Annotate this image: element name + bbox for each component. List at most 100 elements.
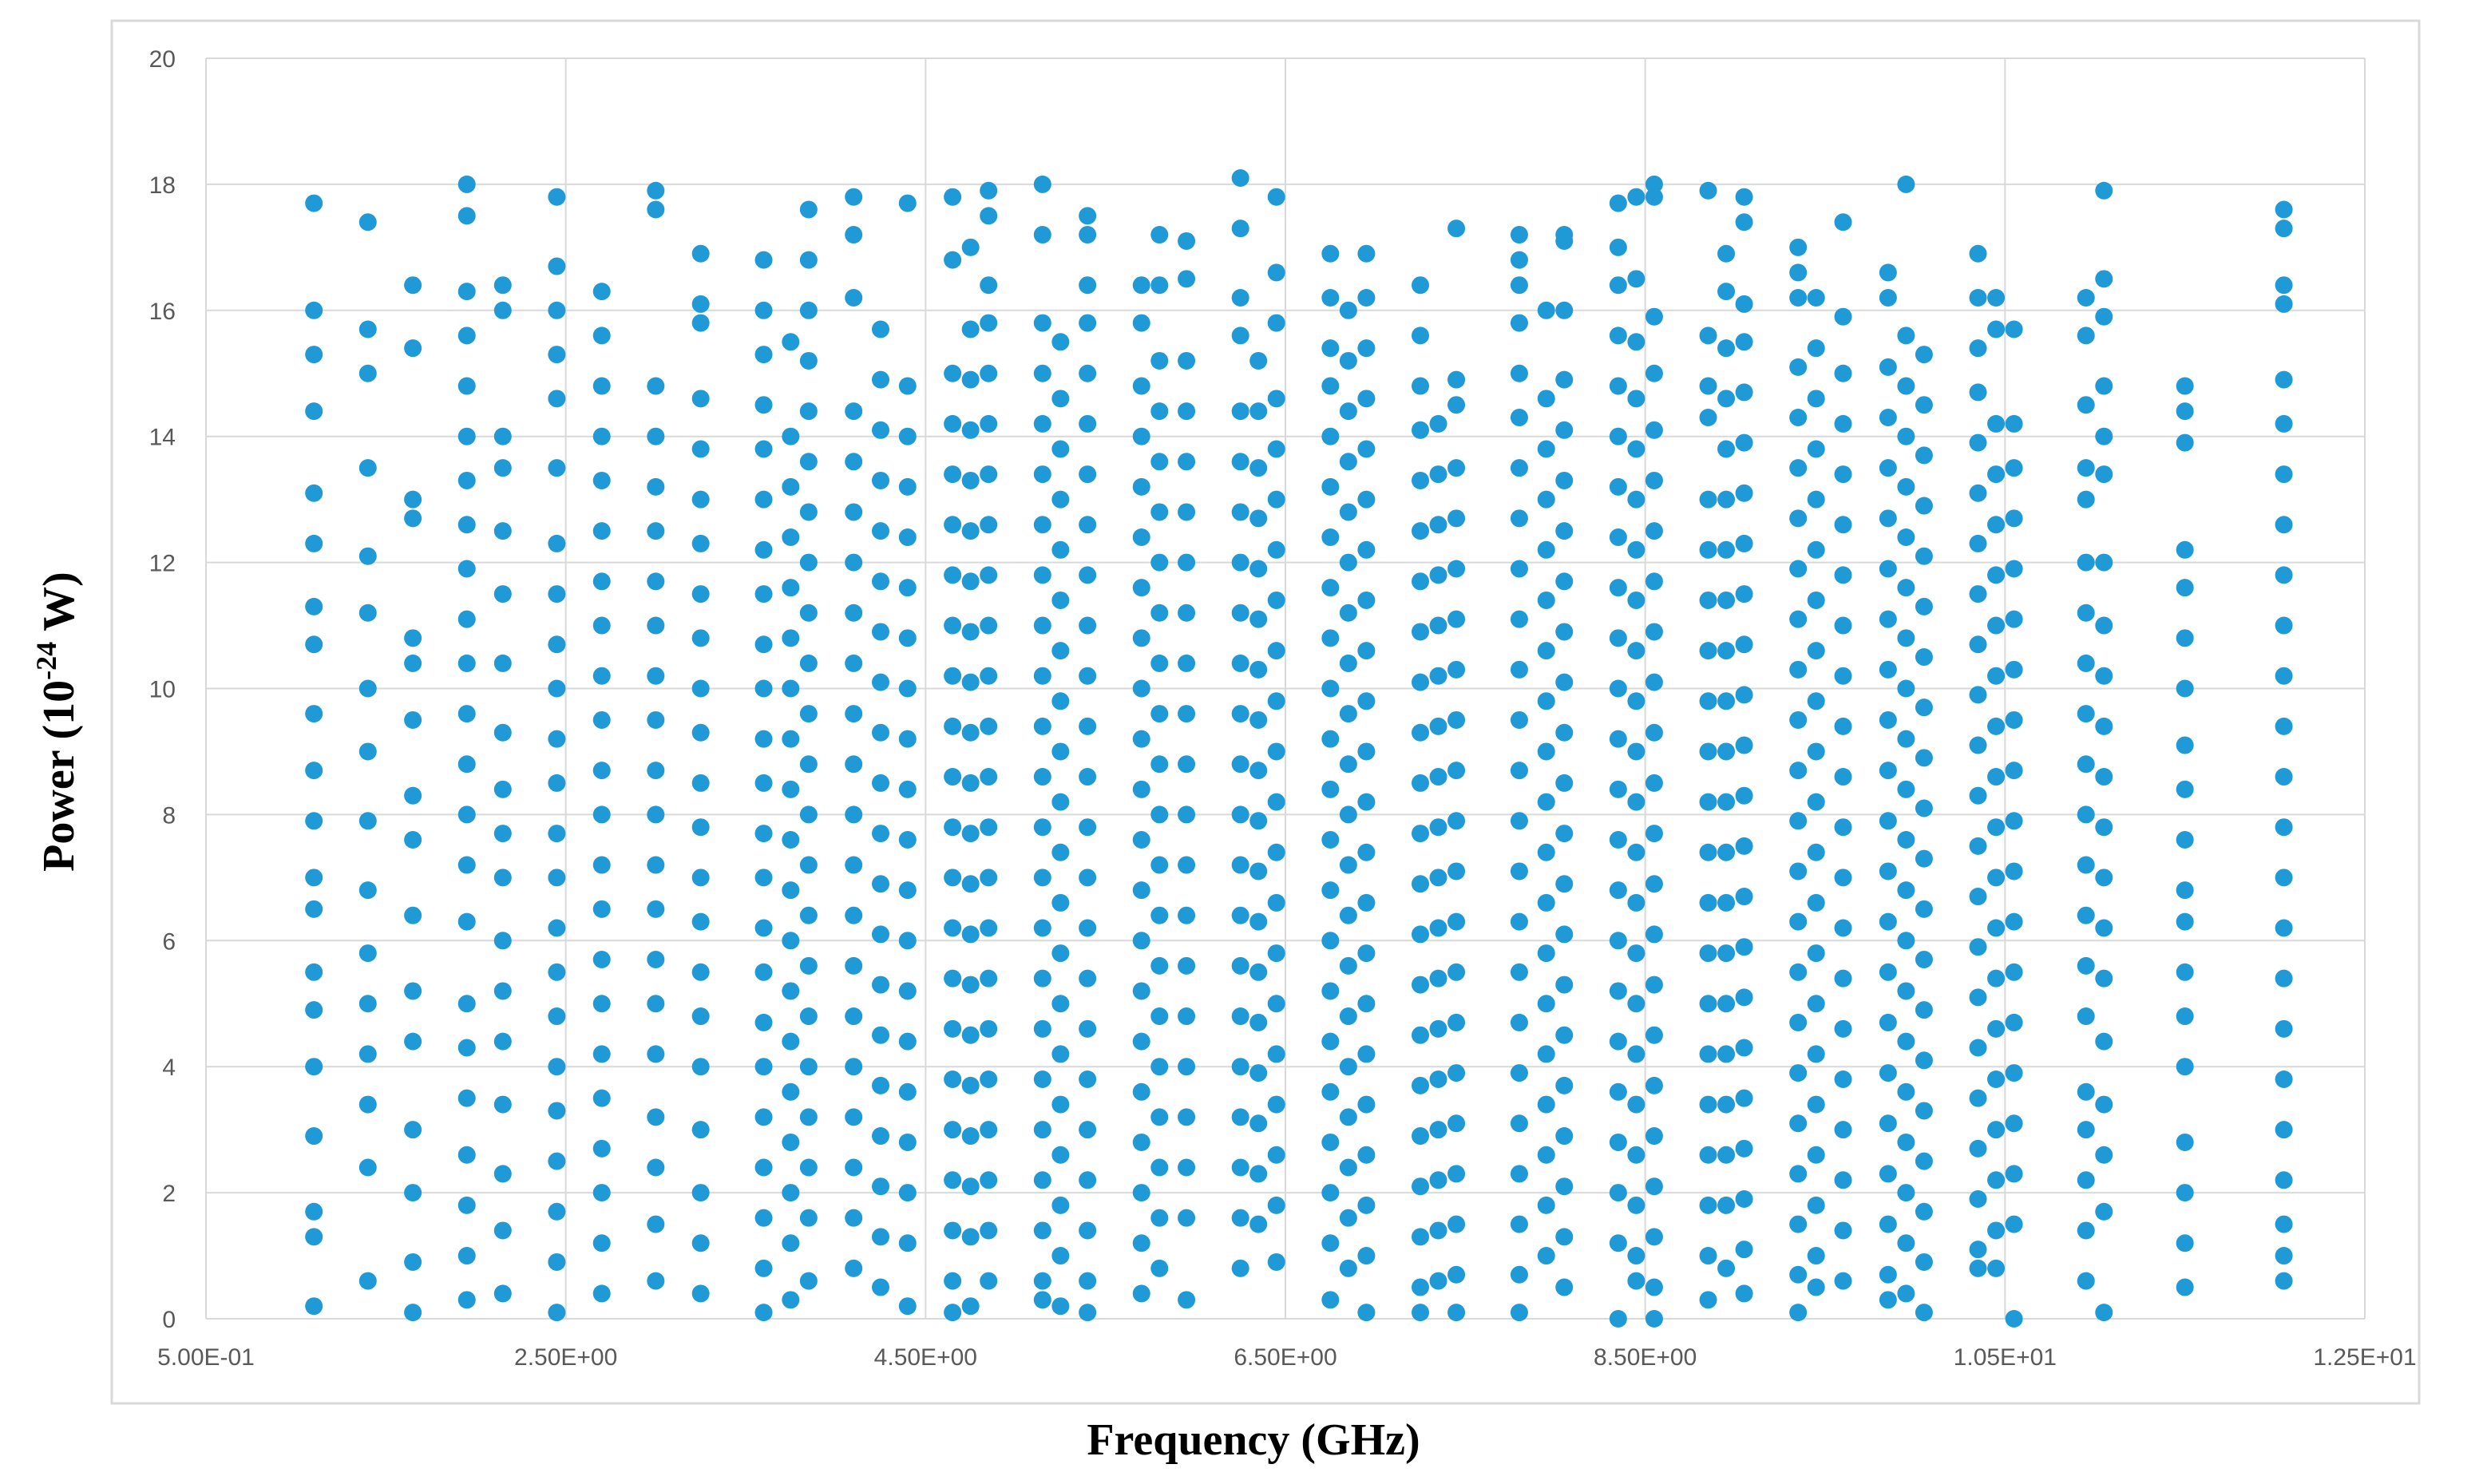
y-tick-label: 20 — [149, 46, 176, 73]
data-point — [305, 762, 323, 780]
data-point — [1807, 692, 1825, 710]
data-point — [1807, 490, 1825, 509]
data-point — [1537, 893, 1555, 912]
data-point — [1555, 1228, 1574, 1246]
data-point — [1717, 244, 1736, 263]
data-point — [782, 528, 800, 547]
data-point — [548, 1152, 566, 1170]
data-point — [1357, 540, 1376, 559]
data-point — [980, 1121, 998, 1139]
data-point — [1339, 1158, 1357, 1177]
data-point — [1987, 289, 2006, 307]
data-point — [1627, 440, 1645, 458]
data-point — [799, 705, 818, 723]
data-point — [944, 1171, 962, 1189]
data-point — [1987, 919, 2006, 937]
data-point — [1834, 717, 1852, 735]
data-point — [457, 912, 476, 931]
data-point — [2077, 805, 2095, 824]
data-point — [1717, 692, 1736, 710]
data-point — [1645, 307, 1663, 326]
data-point — [2275, 295, 2293, 313]
data-point — [1447, 812, 1466, 830]
data-point — [782, 579, 800, 597]
data-point — [691, 1007, 710, 1026]
data-point — [2095, 270, 2113, 288]
data-point — [1412, 471, 1429, 489]
data-point — [980, 768, 998, 786]
data-point — [691, 1058, 710, 1076]
data-point — [592, 1284, 611, 1303]
data-point — [1178, 453, 1196, 471]
data-point — [691, 534, 710, 552]
data-point — [1627, 1095, 1645, 1114]
data-point — [1789, 1215, 1808, 1233]
data-point — [358, 944, 377, 963]
data-point — [1429, 1221, 1447, 1240]
data-point — [1412, 975, 1429, 994]
x-axis-title: Frequency (GHz) — [1087, 1415, 1420, 1465]
data-point — [1079, 919, 1097, 937]
data-point — [1447, 1215, 1466, 1233]
data-point — [1079, 207, 1097, 225]
data-point — [457, 1291, 476, 1309]
data-point — [647, 181, 665, 200]
data-point — [2176, 881, 2194, 900]
data-point — [872, 522, 889, 540]
data-point — [1897, 528, 1915, 547]
data-point — [1321, 528, 1340, 547]
data-point — [1699, 1095, 1717, 1114]
data-point — [754, 730, 773, 748]
data-point — [1339, 906, 1357, 924]
data-point — [457, 1089, 476, 1107]
data-point — [305, 1202, 323, 1221]
data-point — [1412, 1026, 1429, 1044]
data-point — [1537, 793, 1555, 811]
data-point — [1807, 742, 1825, 761]
data-point — [1537, 390, 1555, 408]
data-point — [2095, 427, 2113, 445]
data-point — [1969, 786, 1987, 805]
data-point — [872, 471, 889, 489]
data-point — [1537, 1045, 1555, 1063]
data-point — [1555, 623, 1574, 641]
data-point — [1079, 768, 1097, 786]
data-point — [872, 572, 889, 591]
x-tick-label: 5.00E-01 — [157, 1344, 255, 1371]
data-point — [1897, 1234, 1915, 1252]
data-point — [1051, 995, 1070, 1013]
data-point — [1627, 893, 1645, 912]
data-point — [1609, 427, 1627, 445]
data-point — [1033, 919, 1051, 937]
data-point — [1051, 642, 1070, 660]
data-point — [2095, 1095, 2113, 1114]
data-point — [305, 705, 323, 723]
data-point — [898, 579, 917, 597]
data-point — [898, 194, 917, 212]
data-point — [1132, 881, 1150, 900]
data-point — [2005, 1310, 2023, 1328]
data-point — [1807, 540, 1825, 559]
data-point — [1645, 1076, 1663, 1094]
data-point — [1789, 963, 1808, 981]
data-point — [1609, 194, 1627, 212]
data-point — [1969, 1089, 1987, 1107]
data-point — [1834, 768, 1852, 786]
data-point — [1510, 1013, 1528, 1031]
data-point — [647, 710, 665, 729]
data-point — [1339, 1058, 1357, 1076]
data-point — [944, 667, 962, 685]
data-point — [872, 1127, 889, 1146]
data-point — [305, 1297, 323, 1316]
y-tick-label: 16 — [149, 299, 176, 325]
data-point — [1267, 742, 1285, 761]
data-point — [1609, 276, 1627, 295]
data-point — [1178, 503, 1196, 521]
data-point — [754, 585, 773, 603]
data-point — [305, 812, 323, 830]
data-point — [1807, 1196, 1825, 1214]
data-point — [457, 1039, 476, 1057]
data-point — [1609, 326, 1627, 345]
data-point — [1132, 579, 1150, 597]
data-point — [2077, 705, 2095, 723]
